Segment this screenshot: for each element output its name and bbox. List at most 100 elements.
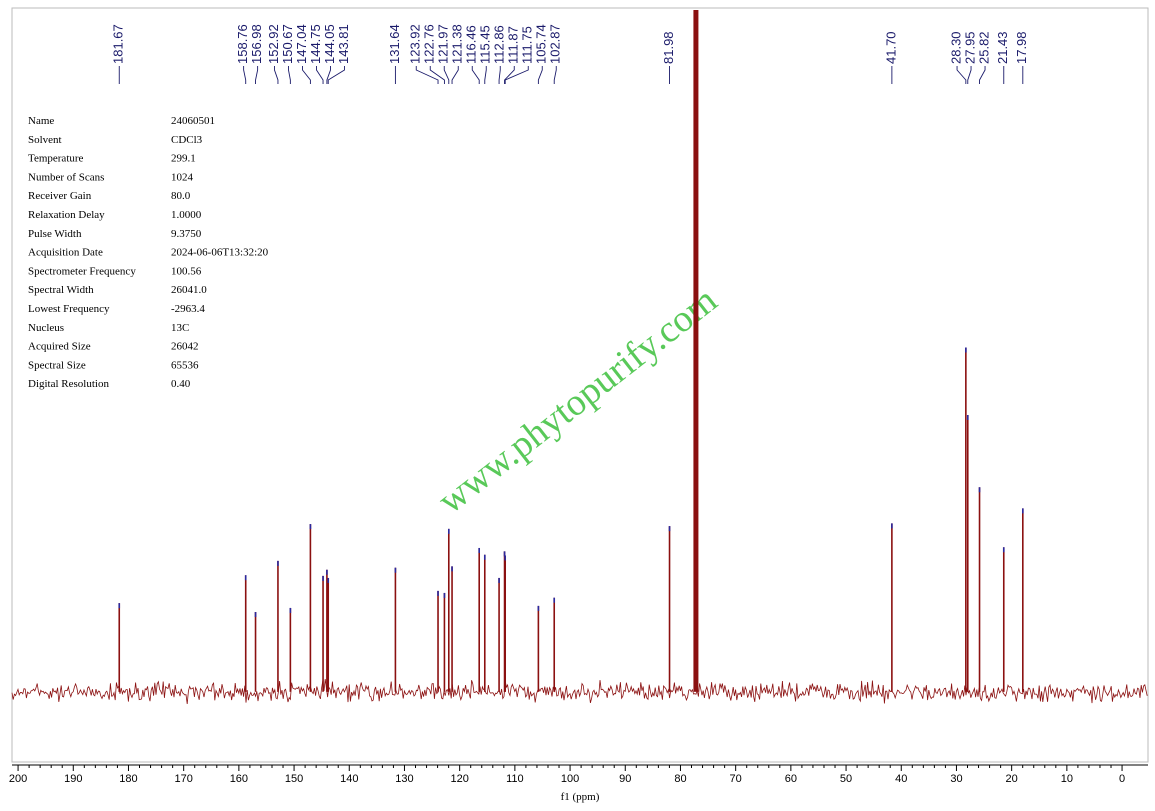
x-tick-label: 10 <box>1061 773 1073 785</box>
param-value: 24060501 <box>171 115 215 127</box>
param-value: 299.1 <box>171 153 196 165</box>
peak-label: 156.98 <box>249 24 264 64</box>
param-name: Name <box>28 115 54 127</box>
peak-label-connector <box>979 66 986 84</box>
x-tick-label: 200 <box>9 773 27 785</box>
peak-label-connector <box>484 66 487 84</box>
peak-label: 181.67 <box>111 24 126 64</box>
peak-label: 111.87 <box>506 26 521 64</box>
peak-label-connector <box>316 66 324 84</box>
x-tick-label: 70 <box>730 773 742 785</box>
peak-label: 152.92 <box>266 24 281 64</box>
x-tick-label: 170 <box>174 773 192 785</box>
param-name: Lowest Frequency <box>28 303 110 315</box>
peak-label-connector <box>415 66 439 84</box>
x-tick-label: 30 <box>950 773 962 785</box>
peak-label-connector <box>327 66 345 84</box>
peak-label: 27.95 <box>962 31 977 64</box>
peak-label: 123.92 <box>408 24 423 64</box>
solvent-peak <box>693 10 699 692</box>
peak-label: 121.38 <box>450 24 465 64</box>
param-value: 100.56 <box>171 265 202 277</box>
param-value: CDCl3 <box>171 134 203 146</box>
x-tick-label: 40 <box>895 773 907 785</box>
param-value: -2963.4 <box>171 303 205 315</box>
peak-label-connector <box>967 66 972 84</box>
param-value: 80.0 <box>171 190 191 202</box>
x-axis-label: f1 (ppm) <box>561 791 600 803</box>
baseline-noise <box>11 678 1148 704</box>
param-name: Number of Scans <box>28 171 104 183</box>
param-value: 9.3750 <box>171 228 202 240</box>
param-name: Nucleus <box>28 322 64 334</box>
peak-label: 17.98 <box>1014 31 1029 64</box>
x-tick-label: 120 <box>450 773 468 785</box>
peak-label: 143.81 <box>336 24 351 64</box>
x-tick-label: 50 <box>840 773 852 785</box>
peak-label-connector <box>956 66 967 84</box>
x-tick-label: 0 <box>1119 773 1125 785</box>
x-tick-label: 90 <box>619 773 631 785</box>
x-tick-label: 20 <box>1006 773 1018 785</box>
peak-label: 115.45 <box>478 25 493 64</box>
param-value: 65536 <box>171 359 199 371</box>
peak-label: 122.76 <box>422 24 437 64</box>
peak-label: 116.46 <box>464 25 479 64</box>
plot-frame <box>11 7 1149 763</box>
peak-label-connector <box>471 66 480 84</box>
peak-label-connector <box>504 66 515 84</box>
param-name: Acquisition Date <box>28 247 103 259</box>
peak-label: 105.74 <box>534 24 549 64</box>
param-name: Spectral Width <box>28 284 94 296</box>
x-tick-label: 100 <box>561 773 579 785</box>
peak-label: 150.67 <box>280 24 295 64</box>
peak-label-connector <box>504 66 529 84</box>
peak-label: 102.87 <box>548 24 563 64</box>
peak-label: 144.75 <box>308 24 323 64</box>
x-tick-label: 80 <box>674 773 686 785</box>
param-name: Spectral Size <box>28 359 86 371</box>
param-value: 1.0000 <box>171 209 202 221</box>
peak-label-connector <box>429 66 445 84</box>
x-tick-label: 60 <box>785 773 797 785</box>
peak-label: 144.05 <box>322 24 337 64</box>
x-tick-label: 150 <box>285 773 303 785</box>
peak-label-connector <box>498 66 501 84</box>
param-value: 2024-06-06T13:32:20 <box>171 247 269 259</box>
peak-label: 28.30 <box>948 31 963 64</box>
param-value: 13C <box>171 322 189 334</box>
peak-label: 21.43 <box>995 31 1010 64</box>
param-name: Relaxation Delay <box>28 209 105 221</box>
param-name: Spectrometer Frequency <box>28 265 136 277</box>
peak-label-connector <box>553 66 557 84</box>
x-tick-label: 140 <box>340 773 358 785</box>
peak-label: 112.86 <box>492 25 507 64</box>
param-value: 26042 <box>171 341 199 353</box>
peak-label: 131.64 <box>387 24 402 64</box>
peak-label-connector <box>443 66 450 84</box>
peak-label-connector <box>537 66 543 84</box>
param-value: 0.40 <box>171 378 191 390</box>
peak-label: 81.98 <box>661 31 676 64</box>
param-value: 26041.0 <box>171 284 207 296</box>
param-name: Temperature <box>28 153 84 165</box>
peak-label-connector <box>326 66 331 84</box>
peak-label: 111.75 <box>520 26 535 64</box>
param-name: Acquired Size <box>28 341 91 353</box>
peak-label: 121.97 <box>436 24 451 64</box>
peak-label-connector <box>288 66 291 84</box>
peak-label-connector <box>255 66 259 84</box>
watermark: www.phytopurify.com <box>430 279 725 522</box>
peak-label-connector <box>243 66 247 84</box>
x-tick-label: 180 <box>119 773 137 785</box>
param-name: Solvent <box>28 134 62 146</box>
x-tick-label: 160 <box>230 773 248 785</box>
x-tick-label: 190 <box>64 773 82 785</box>
peak-label: 41.70 <box>883 31 898 64</box>
peak-label: 147.04 <box>294 24 309 64</box>
peak-label: 25.82 <box>976 31 991 64</box>
param-name: Receiver Gain <box>28 190 92 202</box>
peak-label-connector <box>274 66 279 84</box>
x-tick-label: 130 <box>395 773 413 785</box>
